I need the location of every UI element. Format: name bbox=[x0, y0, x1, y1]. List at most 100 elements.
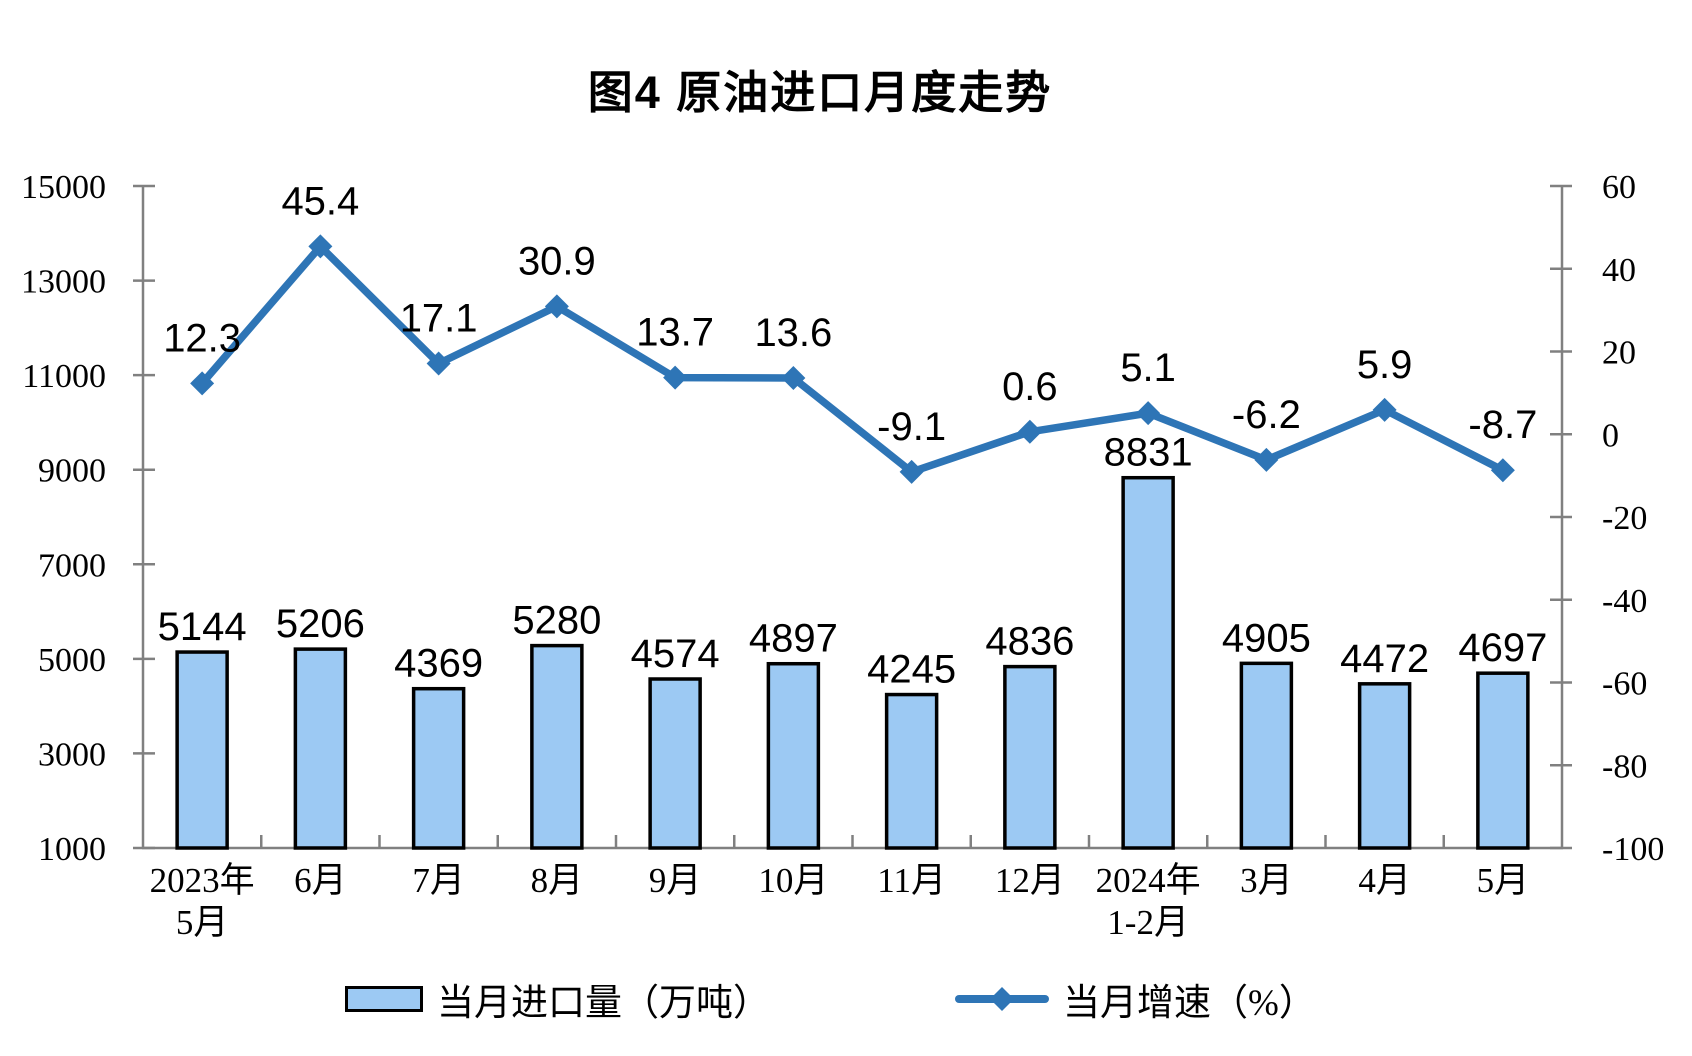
bar-swatch-icon bbox=[345, 986, 423, 1012]
bar bbox=[1239, 661, 1294, 850]
bar-value-label: 4472 bbox=[1340, 637, 1429, 681]
x-axis-label-line: 4月 bbox=[1358, 861, 1411, 900]
x-axis-label-line: 8月 bbox=[531, 861, 584, 900]
bar-value-labels: 5144 5206 4369 5280 4574 4897 4245 4836 8831 4905… bbox=[158, 431, 1548, 692]
growth-line bbox=[198, 242, 1507, 476]
diamond-marker-icon bbox=[1254, 447, 1279, 472]
x-axis-label: 7月 bbox=[412, 861, 465, 900]
x-axis-label: 6月 bbox=[294, 861, 347, 900]
bar bbox=[1357, 682, 1412, 850]
x-axis-label-line: 1-2月 bbox=[1107, 903, 1189, 942]
x-axis-label: 3月 bbox=[1240, 861, 1293, 900]
x-axis-label-line: 11月 bbox=[877, 861, 946, 900]
bar-value-label: 4697 bbox=[1458, 626, 1547, 670]
right-axis-tick-label: -20 bbox=[1602, 500, 1647, 537]
bar bbox=[175, 650, 229, 850]
line-value-label: -6.2 bbox=[1232, 393, 1301, 437]
x-axis-label-line: 5月 bbox=[176, 903, 229, 942]
legend-item-imports: 当月进口量（万吨） bbox=[345, 972, 770, 1026]
diamond-marker-icon bbox=[308, 234, 333, 259]
bar bbox=[1121, 475, 1175, 850]
right-axis-tick-label: 60 bbox=[1602, 169, 1636, 206]
line-value-label: -9.1 bbox=[877, 405, 946, 449]
left-axis-tick-label: 13000 bbox=[21, 264, 106, 301]
diamond-marker-icon bbox=[899, 459, 924, 484]
left-axis-tick-label: 7000 bbox=[38, 547, 106, 584]
x-axis-label: 2024年 1-2月 bbox=[1096, 861, 1201, 942]
diamond-marker-icon bbox=[1136, 401, 1161, 426]
x-axis-label: 10月 bbox=[758, 861, 828, 900]
bar bbox=[293, 647, 348, 850]
bar-value-label: 4836 bbox=[985, 620, 1074, 664]
left-axis-tick-label: 11000 bbox=[22, 358, 106, 395]
bar-value-label: 4369 bbox=[394, 642, 483, 686]
diamond-marker-icon bbox=[426, 351, 451, 376]
bar bbox=[411, 686, 466, 850]
left-axis-tick-label: 9000 bbox=[38, 453, 106, 490]
x-axis-label: 11月 bbox=[877, 861, 946, 900]
line-value-label: 13.6 bbox=[754, 311, 832, 355]
line-value-label: 45.4 bbox=[281, 179, 359, 223]
x-axis-label-line: 2024年 bbox=[1096, 861, 1201, 900]
bar-value-label: 5206 bbox=[276, 602, 365, 646]
bar bbox=[1476, 671, 1530, 850]
line-value-labels: 12.3 45.4 17.1 30.9 13.7 13.6 -9.1 0.6 5.1 -6.2 5.… bbox=[163, 179, 1537, 448]
line-value-label: 30.9 bbox=[518, 239, 596, 283]
left-axis-tick-label: 5000 bbox=[38, 642, 106, 679]
diamond-marker-icon bbox=[1017, 419, 1042, 444]
line-value-label: 13.7 bbox=[636, 311, 714, 355]
chart-title: 图4 原油进口月度走势 bbox=[587, 67, 1053, 118]
right-axis-tick-label: -60 bbox=[1602, 666, 1647, 703]
x-axis-label: 9月 bbox=[649, 861, 702, 900]
x-axis-label: 12月 bbox=[995, 861, 1065, 900]
bar-series bbox=[175, 475, 1530, 850]
line-value-label: 5.9 bbox=[1357, 343, 1413, 387]
axes bbox=[133, 184, 1572, 850]
x-axis-label: 8月 bbox=[531, 861, 584, 900]
x-axis-label-line: 2023年 bbox=[150, 861, 255, 900]
legend: 当月进口量（万吨） 当月增速（%） bbox=[345, 972, 1316, 1026]
bar-value-label: 4897 bbox=[749, 617, 838, 661]
x-axis-label-line: 10月 bbox=[758, 861, 828, 900]
right-axis-tick-label: 20 bbox=[1602, 335, 1636, 372]
bar-value-label: 4905 bbox=[1222, 616, 1311, 660]
x-axis-label-line: 7月 bbox=[412, 861, 465, 900]
diamond-marker-icon bbox=[663, 365, 688, 390]
bar bbox=[884, 692, 939, 850]
line-swatch-icon bbox=[955, 986, 1049, 1012]
diamond-marker-icon bbox=[1372, 397, 1397, 422]
x-axis-label-line: 3月 bbox=[1240, 861, 1293, 900]
right-axis-tick-label: 40 bbox=[1602, 252, 1636, 289]
diamond-marker-icon bbox=[544, 294, 569, 319]
right-axis-labels: -100 -80 -60 -40 -20 0 20 40 60 bbox=[1602, 169, 1664, 868]
legend-label-imports: 当月进口量（万吨） bbox=[437, 983, 770, 1024]
bar bbox=[766, 661, 821, 850]
line-markers bbox=[190, 234, 1515, 484]
right-axis-tick-label: 0 bbox=[1602, 417, 1619, 454]
x-axis-label: 2023年 5月 bbox=[150, 861, 255, 942]
left-axis-labels: 1000 3000 5000 7000 9000 11000 13000 15000 bbox=[21, 169, 106, 868]
bar bbox=[530, 643, 584, 850]
bar-value-label: 5280 bbox=[512, 599, 601, 643]
x-axis-label-line: 6月 bbox=[294, 861, 347, 900]
x-axis-label: 5月 bbox=[1477, 861, 1530, 900]
x-axis-label-line: 5月 bbox=[1477, 861, 1530, 900]
diamond-marker-icon bbox=[190, 371, 215, 396]
left-axis-tick-label: 3000 bbox=[38, 736, 106, 773]
bar-value-label: 8831 bbox=[1104, 431, 1193, 475]
line-value-label: 12.3 bbox=[163, 316, 241, 360]
line-value-label: 0.6 bbox=[1002, 365, 1058, 409]
right-axis-tick-label: -100 bbox=[1602, 831, 1664, 868]
bar bbox=[1003, 664, 1057, 850]
right-axis-tick-label: -80 bbox=[1602, 748, 1647, 785]
diamond-marker-icon bbox=[989, 986, 1015, 1012]
line-value-label: 5.1 bbox=[1120, 346, 1176, 390]
legend-item-growth: 当月增速（%） bbox=[955, 972, 1316, 1026]
x-axis-label-line: 12月 bbox=[995, 861, 1065, 900]
x-axis-label-line: 9月 bbox=[649, 861, 702, 900]
diamond-marker-icon bbox=[1490, 458, 1515, 483]
line-value-label: -8.7 bbox=[1468, 403, 1537, 447]
